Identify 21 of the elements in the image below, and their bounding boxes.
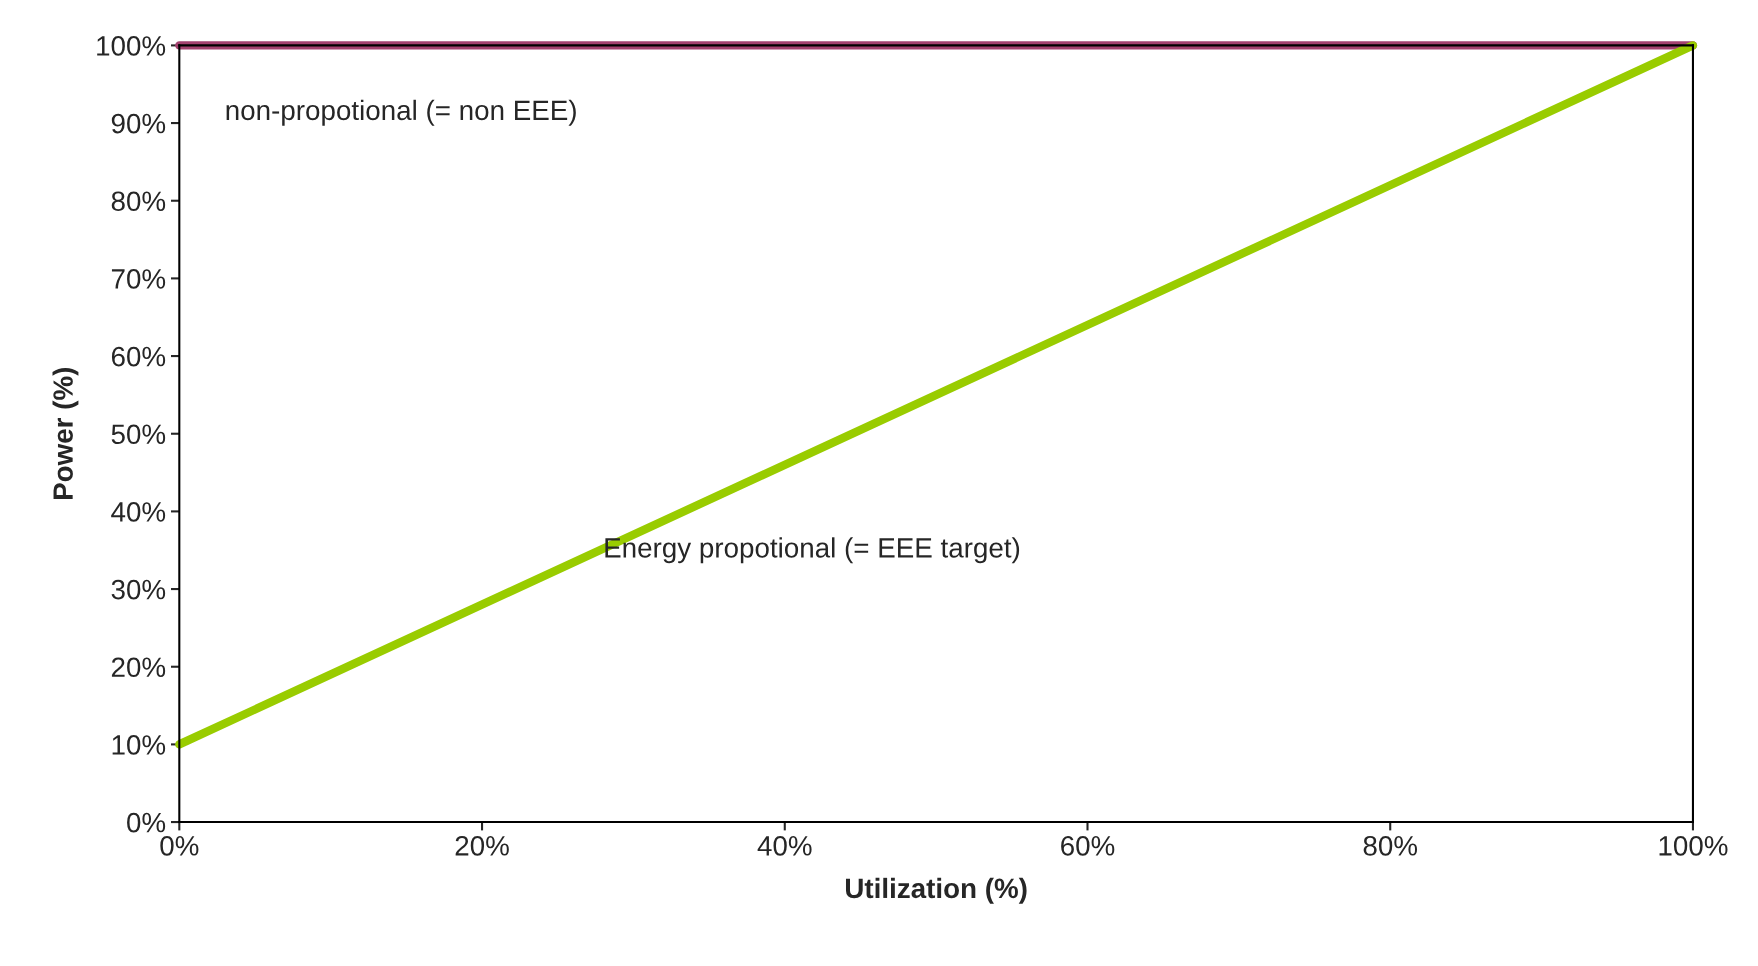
y-tick-label: 50% [111, 424, 166, 445]
y-tick-label: 30% [111, 579, 166, 600]
y-axis-title: Power (%) [52, 367, 79, 500]
y-tick-label: 40% [111, 502, 166, 522]
y-tick-label: 0% [127, 812, 166, 833]
y-tick-label: 100% [97, 36, 166, 56]
y-tick-label: 80% [111, 191, 166, 212]
x-tick-label: 60% [1061, 835, 1115, 856]
x-tick-label: 40% [757, 835, 812, 856]
y-tick-label: 90% [111, 113, 166, 134]
series-label: non-propotional (= non EEE) [226, 99, 576, 126]
y-tick-label: 70% [111, 269, 166, 289]
x-tick-label: 0% [160, 835, 199, 856]
x-tick-label: 20% [455, 835, 509, 856]
x-tick-label: 80% [1363, 835, 1418, 856]
y-tick-label: 20% [111, 657, 166, 678]
y-tick-label: 10% [112, 735, 166, 755]
x-tick-label: 100% [1659, 835, 1728, 856]
y-tick-label: 60% [111, 346, 166, 367]
x-axis-title: Utilization (%) [846, 877, 1027, 904]
series-label: Energy propotional (= EEE target) [605, 537, 1020, 564]
